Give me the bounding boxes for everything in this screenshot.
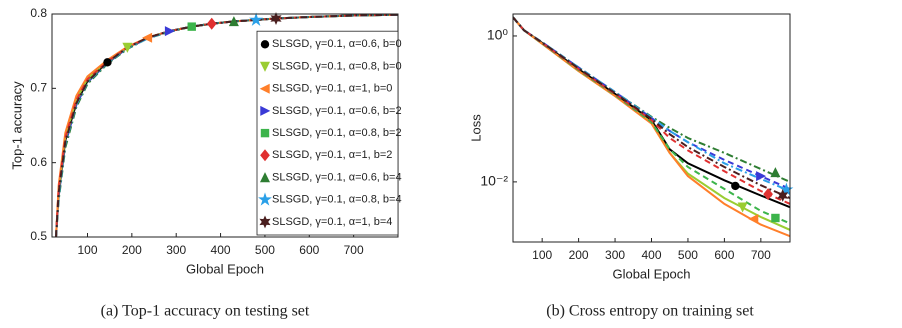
- x-axis-label: Global Epoch: [186, 261, 264, 276]
- marker: [206, 17, 217, 30]
- legend: SLSGD, γ=0.1, α=0.6, b=0 SLSGD, γ=0.1, α=…: [256, 30, 402, 236]
- y-tick-label: 0.5: [30, 229, 47, 243]
- chart: 100 200 300 400 500 600 700 10⁻² 10⁰ Global Epoch…: [468, 13, 794, 320]
- marker: [259, 215, 271, 229]
- marker: [763, 188, 773, 201]
- y-tick-label: 10⁰: [487, 27, 509, 43]
- x-tick-label: 100: [532, 248, 552, 262]
- marker: [270, 12, 282, 25]
- marker: [122, 42, 133, 53]
- legend-box: [256, 30, 399, 236]
- marker: [259, 172, 271, 183]
- x-tick-label: 500: [678, 248, 698, 262]
- x-tick-label: 300: [605, 248, 625, 262]
- x-tick-label: 200: [569, 248, 589, 262]
- marker: [228, 16, 239, 27]
- plot-frame: [512, 13, 791, 243]
- marker: [164, 26, 175, 37]
- chart: 100 200 300 400 500 600 700 0.5 0.6 0.7 0.8 Global …: [9, 6, 401, 320]
- y-tick-label: 0.8: [30, 6, 47, 20]
- caption: (a) Top-1 accuracy on testing set: [101, 303, 310, 320]
- y-tick-label: 10⁻²: [480, 173, 508, 189]
- marker: [777, 189, 789, 202]
- marker: [731, 181, 740, 191]
- marker: [142, 32, 153, 43]
- marker: [258, 192, 272, 206]
- legend-label: SLSGD, γ=0.1, α=1, b=0: [272, 83, 392, 95]
- x-tick-label: 300: [166, 243, 186, 257]
- y-axis-label: Loss: [468, 114, 483, 142]
- x-tick-label: 500: [255, 243, 275, 257]
- x-tick-label: 400: [641, 248, 661, 262]
- marker: [737, 202, 748, 213]
- legend-label: SLSGD, γ=0.1, α=0.8, b=0: [272, 60, 402, 72]
- marker: [770, 167, 781, 178]
- y-tick-label: 0.6: [30, 155, 47, 169]
- x-tick-label: 400: [211, 243, 231, 257]
- x-tick-label: 200: [122, 243, 142, 257]
- x-axis-label: Global Epoch: [612, 266, 690, 281]
- x-tick-label: 100: [77, 243, 97, 257]
- x-tick-label: 600: [299, 243, 319, 257]
- marker: [771, 213, 780, 223]
- marker: [756, 171, 767, 182]
- marker: [259, 83, 270, 94]
- plot-area: [513, 14, 790, 242]
- y-tick-label: 0.7: [30, 81, 47, 95]
- marker: [260, 128, 270, 138]
- legend-label: SLSGD, γ=0.1, α=0.6, b=0: [272, 38, 402, 50]
- marker: [260, 149, 270, 162]
- caption: (b) Cross entropy on training set: [546, 303, 754, 320]
- marker: [260, 40, 270, 49]
- legend-label: SLSGD, γ=0.1, α=0.6, b=4: [272, 171, 402, 183]
- marker: [249, 12, 264, 26]
- legend-label: SLSGD, γ=0.1, α=0.8, b=2: [272, 127, 402, 139]
- legend-label: SLSGD, γ=0.1, α=0.6, b=2: [272, 105, 402, 117]
- marker: [260, 105, 271, 116]
- marker: [748, 213, 759, 225]
- x-tick-label: 700: [344, 243, 364, 257]
- line: [513, 16, 790, 200]
- x-tick-label: 600: [714, 248, 734, 262]
- legend-label: SLSGD, γ=0.1, α=1, b=4: [272, 216, 392, 228]
- legend-label: SLSGD, γ=0.1, α=0.8, b=4: [272, 194, 402, 206]
- legend-label: SLSGD, γ=0.1, α=1, b=2: [272, 149, 392, 161]
- y-axis-label: Top-1 accuracy: [9, 81, 24, 170]
- marker: [259, 61, 271, 72]
- marker: [187, 22, 196, 31]
- marker: [103, 58, 112, 67]
- x-tick-label: 700: [751, 248, 771, 262]
